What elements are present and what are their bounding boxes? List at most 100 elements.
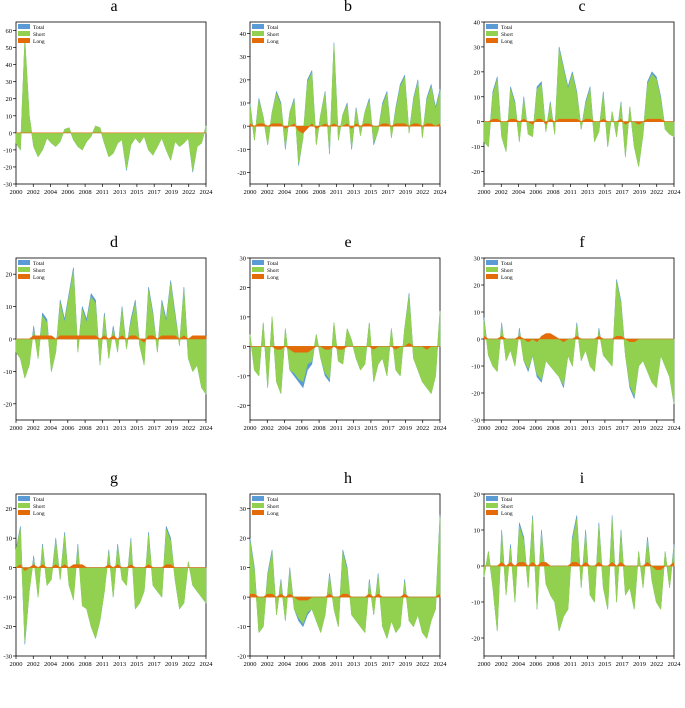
legend-label-short: Short	[501, 268, 513, 274]
y-tick-label: -20	[471, 391, 480, 398]
y-tick-label: 0	[9, 337, 12, 344]
x-tick-label: 2011	[96, 189, 109, 196]
x-tick-label: 2006	[295, 189, 309, 196]
x-tick-label: 2006	[61, 661, 75, 668]
x-tick-label: 2004	[44, 661, 58, 668]
x-tick-label: 2022	[416, 661, 429, 668]
legend-label-short: Short	[267, 504, 279, 510]
x-tick-label: 2013	[113, 189, 126, 196]
x-tick-label: 2013	[347, 661, 360, 668]
x-tick-label: 2019	[165, 425, 178, 432]
x-tick-label: 2002	[27, 661, 40, 668]
x-tick-label: 2002	[495, 661, 508, 668]
x-tick-label: 2011	[330, 661, 343, 668]
legend-label-long: Long	[33, 275, 45, 281]
x-tick-label: 2022	[416, 189, 429, 196]
x-tick-label: 2011	[330, 189, 343, 196]
legend-label-long: Long	[267, 39, 279, 45]
x-tick-label: 2022	[650, 425, 663, 432]
legend-label-total: Total	[501, 497, 513, 503]
x-tick-label: 2000	[478, 425, 491, 432]
legend-swatch-total	[486, 24, 498, 29]
legend-swatch-long	[18, 38, 30, 43]
y-tick-label: 10	[240, 101, 247, 108]
legend-swatch-total	[18, 260, 30, 265]
y-tick-label: 20	[240, 536, 247, 543]
x-tick-label: 2015	[130, 189, 143, 196]
y-tick-label: 20	[6, 272, 13, 279]
legend-label-long: Long	[501, 39, 513, 45]
x-tick-label: 2000	[244, 189, 257, 196]
legend-swatch-long	[252, 274, 264, 279]
x-tick-label: 2002	[495, 189, 508, 196]
legend-label-short: Short	[267, 268, 279, 274]
y-tick-label: -20	[471, 169, 480, 176]
x-tick-label: 2008	[79, 189, 92, 196]
x-tick-label: 2006	[529, 661, 543, 668]
legend-swatch-total	[486, 496, 498, 501]
x-tick-label: 2004	[278, 661, 292, 668]
y-tick-label: 30	[474, 256, 481, 263]
y-tick-label: 50	[6, 45, 13, 52]
legend-label-total: Total	[33, 261, 45, 267]
legend-swatch-long	[252, 38, 264, 43]
x-tick-label: 2011	[564, 189, 577, 196]
y-tick-label: -30	[3, 654, 12, 661]
x-tick-label: 2024	[434, 661, 448, 668]
series-area-short	[16, 529, 206, 641]
x-tick-label: 2006	[295, 425, 309, 432]
y-tick-label: 30	[6, 79, 13, 86]
x-tick-label: 2002	[495, 425, 508, 432]
x-tick-label: 2008	[547, 661, 560, 668]
x-tick-label: 2015	[364, 425, 377, 432]
y-tick-label: 20	[474, 492, 481, 499]
y-tick-label: 10	[474, 528, 481, 535]
legend-swatch-short	[486, 31, 498, 36]
x-tick-label: 2024	[200, 189, 214, 196]
y-tick-label: 20	[6, 96, 13, 103]
legend-label-short: Short	[33, 504, 45, 510]
x-tick-label: 2002	[261, 425, 274, 432]
y-tick-label: 30	[240, 256, 247, 263]
x-tick-label: 2004	[44, 189, 58, 196]
x-tick-label: 2019	[399, 661, 412, 668]
x-tick-label: 2011	[330, 425, 343, 432]
x-tick-label: 2017	[148, 189, 162, 196]
x-tick-label: 2011	[564, 425, 577, 432]
x-tick-label: 2004	[278, 425, 292, 432]
x-tick-label: 2019	[165, 189, 178, 196]
y-tick-label: -10	[3, 595, 12, 602]
x-tick-label: 2000	[10, 661, 23, 668]
y-tick-label: -10	[471, 600, 480, 607]
x-tick-label: 2024	[200, 425, 214, 432]
y-tick-label: 40	[474, 20, 481, 27]
x-tick-label: 2000	[10, 425, 23, 432]
legend-label-total: Total	[501, 261, 513, 267]
series-area-long	[250, 124, 440, 133]
y-tick-label: 10	[6, 536, 13, 543]
x-tick-label: 2019	[633, 425, 646, 432]
y-tick-label: 20	[474, 283, 481, 290]
legend-label-long: Long	[33, 511, 45, 517]
series-area-short	[16, 41, 206, 171]
y-tick-label: -10	[3, 369, 12, 376]
x-tick-label: 2024	[668, 661, 682, 668]
x-tick-label: 2015	[598, 425, 611, 432]
y-tick-label: 10	[474, 310, 481, 317]
y-tick-label: 20	[474, 69, 481, 76]
y-tick-label: 0	[243, 595, 246, 602]
x-tick-label: 2015	[364, 189, 377, 196]
series-area-short	[250, 518, 440, 639]
y-tick-label: 10	[6, 304, 13, 311]
y-tick-label: -30	[471, 418, 480, 425]
x-tick-label: 2019	[633, 189, 646, 196]
